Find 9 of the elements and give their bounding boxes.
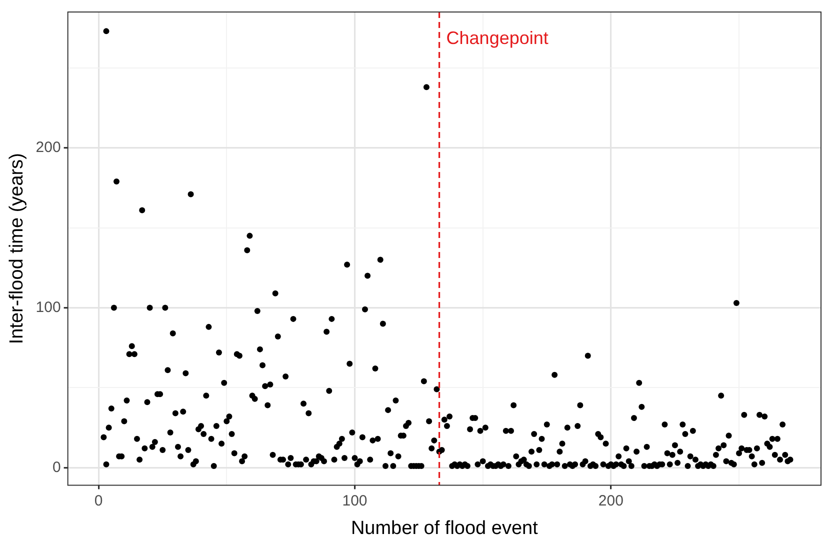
- ref-line-label: Changepoint: [446, 28, 548, 48]
- x-axis-title: Number of flood event: [350, 518, 539, 539]
- y-tick-label: 200: [36, 139, 61, 156]
- y-tick-label: 100: [36, 298, 61, 316]
- y-tick-label: 0: [52, 458, 61, 476]
- y-axis-title: Inter-flood time (years): [6, 153, 28, 344]
- x-tick-label: 100: [342, 492, 368, 510]
- x-tick-label: 0: [94, 492, 103, 510]
- x-tick-label: 200: [598, 492, 624, 510]
